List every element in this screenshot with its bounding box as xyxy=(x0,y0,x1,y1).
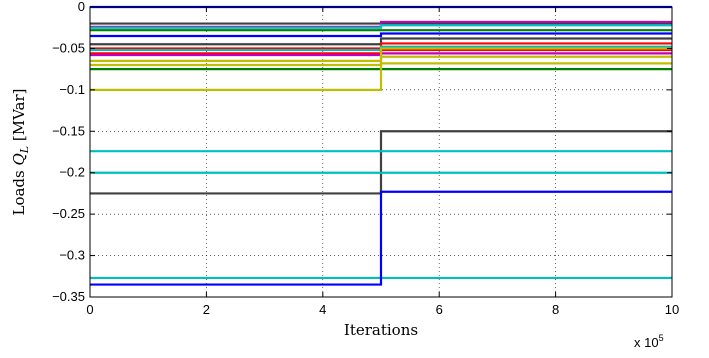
ticks xyxy=(89,6,673,298)
x-tick-label: 4 xyxy=(319,302,326,317)
y-tick-label: 0 xyxy=(78,0,85,14)
x-multiplier-exponent: 5 xyxy=(659,333,664,343)
series-line xyxy=(90,130,672,195)
x-axis-label: Iterations xyxy=(344,321,418,339)
x-multiplier-base: x 10 xyxy=(634,335,659,350)
x-tick-label: 0 xyxy=(86,302,93,317)
series-line xyxy=(90,24,672,29)
y-tick-label: −0.3 xyxy=(59,248,85,263)
y-tick-label: −0.2 xyxy=(59,165,85,180)
plot-frame xyxy=(89,6,673,298)
y-tick-label: −0.35 xyxy=(52,289,85,304)
x-tick-label: 6 xyxy=(436,302,443,317)
y-tick-label: −0.05 xyxy=(52,40,85,55)
series-line xyxy=(90,190,672,286)
x-multiplier-label: x 105 xyxy=(634,333,664,350)
y-label-prefix: Loads xyxy=(10,166,28,216)
x-tick-label: 10 xyxy=(665,302,679,317)
x-tick-label: 2 xyxy=(203,302,210,317)
series-line xyxy=(90,37,672,46)
x-tick-label: 8 xyxy=(552,302,559,317)
y-tick-labels: −0.35 −0.3 −0.25 −0.2 −0.15 −0.1 −0.05 0 xyxy=(52,0,85,304)
y-axis-label: Loads QL [MVar] xyxy=(10,88,31,215)
series-line xyxy=(90,47,672,91)
y-tick-label: −0.25 xyxy=(52,206,85,221)
x-tick-labels: 0 2 4 6 8 10 xyxy=(86,302,679,317)
series-line xyxy=(90,32,672,38)
y-tick-label: −0.15 xyxy=(52,123,85,138)
series-group xyxy=(90,5,672,286)
y-tick-label: −0.1 xyxy=(59,82,85,97)
y-label-unit: [MVar] xyxy=(10,88,28,145)
y-label-subscript: L xyxy=(18,146,31,154)
y-label-symbol: Q xyxy=(10,153,28,165)
